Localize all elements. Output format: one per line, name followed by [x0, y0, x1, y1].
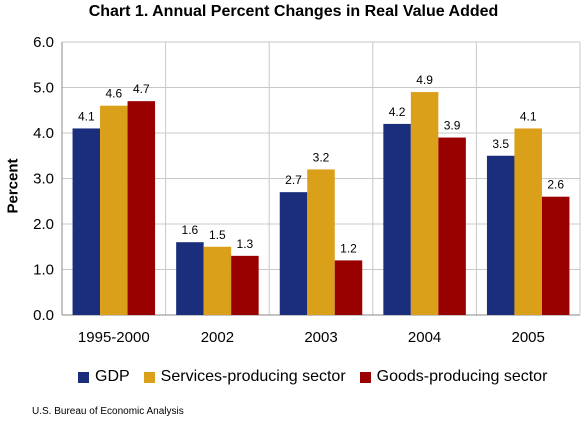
legend-item-gdp: GDP [78, 368, 130, 386]
bar [307, 169, 335, 315]
bar [486, 155, 515, 315]
data-label: 3.2 [313, 150, 330, 164]
bar [541, 196, 570, 315]
x-tick-label: 2002 [201, 329, 234, 346]
x-tick-label: 1995-2000 [78, 329, 150, 346]
y-tick-label: 3.0 [33, 171, 54, 188]
legend-swatch-gdp [78, 371, 89, 383]
data-label: 3.9 [444, 119, 461, 133]
chart-title: Chart 1. Annual Percent Changes in Real … [88, 3, 499, 20]
legend-swatch-services [143, 371, 155, 383]
data-label: 3.5 [492, 137, 509, 151]
bar [279, 192, 308, 315]
data-label: 4.1 [78, 109, 95, 123]
y-tick-label: 0.0 [33, 307, 54, 324]
data-label: 4.7 [133, 82, 150, 96]
data-label: 2.6 [547, 178, 564, 192]
legend-label-services: Services-producing sector [160, 368, 346, 385]
bar [514, 128, 542, 315]
bar [72, 128, 101, 315]
data-label: 4.6 [105, 87, 122, 101]
bar [203, 246, 232, 315]
data-label: 4.1 [520, 109, 537, 123]
bar [438, 137, 466, 315]
legend-label-goods: Goods-producing sector [376, 368, 548, 385]
legend-swatch-goods [359, 371, 371, 383]
data-label: 1.3 [237, 237, 254, 251]
bar [100, 105, 128, 315]
source-note: U.S. Bureau of Economic Analysis [32, 406, 184, 417]
legend-item-services: Services-producing sector [143, 368, 346, 386]
bar [231, 255, 259, 315]
data-label: 1.2 [340, 241, 357, 255]
bar [127, 101, 156, 316]
data-label: 4.9 [416, 73, 433, 87]
data-label: 4.2 [389, 105, 406, 119]
x-tick-label: 2004 [408, 329, 441, 346]
bar [410, 92, 439, 315]
bar [176, 242, 204, 315]
x-tick-label: 2005 [512, 329, 545, 346]
data-label: 1.6 [182, 223, 199, 237]
data-label: 2.7 [285, 173, 302, 187]
y-tick-label: 4.0 [33, 125, 54, 142]
bar [334, 260, 363, 315]
y-tick-label: 2.0 [33, 216, 54, 233]
y-tick-label: 5.0 [33, 80, 54, 97]
legend: GDP Services-producing sector Goods-prod… [78, 368, 561, 386]
bar [383, 123, 411, 316]
y-tick-label: 6.0 [33, 34, 54, 51]
x-tick-label: 2003 [304, 329, 337, 346]
y-tick-label: 1.0 [33, 262, 54, 279]
legend-item-goods: Goods-producing sector [359, 368, 548, 386]
data-label: 1.5 [209, 228, 226, 242]
legend-label-gdp: GDP [95, 368, 130, 385]
